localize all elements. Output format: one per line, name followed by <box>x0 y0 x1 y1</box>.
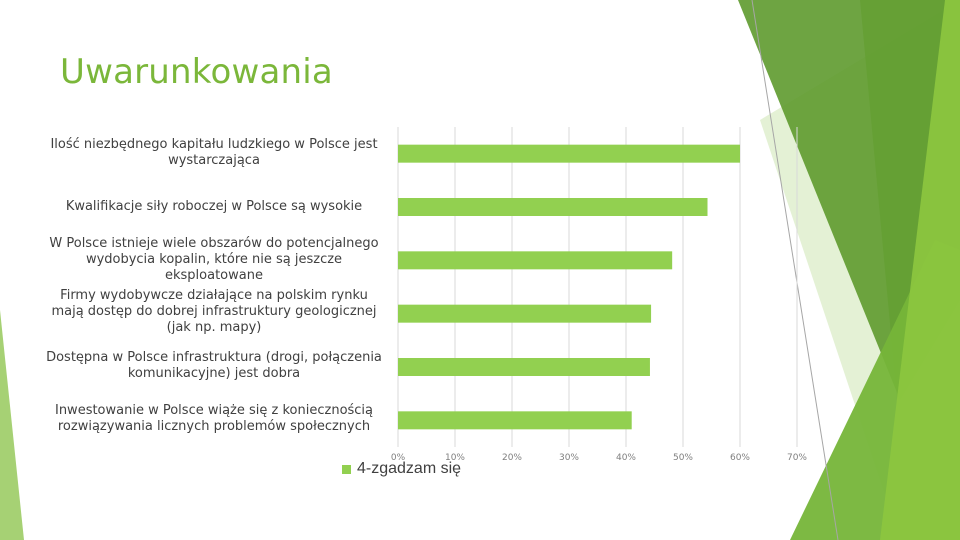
bar <box>398 304 652 323</box>
x-tick-label: 50% <box>673 453 693 463</box>
left-deco-triangle <box>0 310 24 540</box>
bar <box>398 251 673 270</box>
right-deco-line <box>751 0 839 540</box>
x-tick-label: 10% <box>445 453 465 463</box>
legend-swatch <box>342 464 351 474</box>
slide-title: Uwarunkowania <box>60 52 333 92</box>
bar <box>398 411 632 430</box>
bar <box>398 198 708 216</box>
category-label: W Polsce istnieje wiele obszarów do pote… <box>49 236 379 283</box>
category-label: Inwestowanie w Polsce wiąże się z koniec… <box>54 403 374 434</box>
category-label: Ilość niezbędnego kapitału ludzkiego w P… <box>50 137 378 168</box>
category-label: Kwalifikacje siły roboczej w Polsce są w… <box>65 199 363 214</box>
category-label: Dostępna w Polsce infrastruktura (drogi,… <box>46 350 382 381</box>
category-label: Firmy wydobywcze działające na polskim r… <box>51 288 377 335</box>
x-tick-label: 20% <box>502 453 522 463</box>
x-tick-label: 70% <box>787 453 807 463</box>
x-tick-label: 30% <box>559 453 579 463</box>
x-tick-label: 40% <box>616 453 636 463</box>
legend-label: 4-zgadzam się <box>357 460 462 477</box>
x-tick-label: 60% <box>730 453 750 463</box>
bar <box>398 144 740 163</box>
right-deco-bright <box>880 0 960 540</box>
right-deco-dark <box>738 0 960 400</box>
x-tick-label: 0% <box>391 453 406 463</box>
bar <box>398 358 650 376</box>
chart-legend: 4-zgadzam się <box>342 460 461 478</box>
